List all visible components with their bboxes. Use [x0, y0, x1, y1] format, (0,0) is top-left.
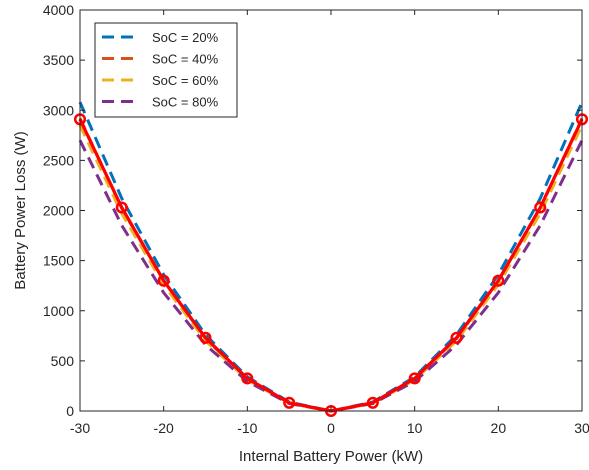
y-tick-label: 3000 — [43, 102, 74, 118]
x-tick-label: -30 — [70, 420, 90, 436]
legend-label: SoC = 80% — [152, 95, 219, 110]
series-4-point — [534, 201, 547, 214]
legend-label: SoC = 20% — [152, 30, 219, 45]
y-tick-label: 3500 — [43, 52, 74, 68]
x-axis-label: Internal Battery Power (kW) — [239, 448, 423, 465]
x-tick-label: -10 — [237, 420, 257, 436]
series-4-point — [450, 331, 463, 344]
series-4-point — [366, 396, 379, 409]
legend: SoC = 20% SoC = 40% SoC = 60% SoC = 80% — [94, 22, 238, 118]
x-tick-label: 0 — [327, 420, 335, 436]
y-axis-label: Battery Power Loss (W) — [12, 131, 29, 289]
y-tick-label: 0 — [66, 403, 74, 419]
series-4-point — [115, 201, 128, 214]
y-tick-label: 4000 — [43, 2, 74, 18]
series-4-point — [283, 396, 296, 409]
y-tick-label: 2000 — [43, 203, 74, 219]
legend-label: SoC = 60% — [152, 73, 219, 88]
y-tick-label: 1000 — [43, 303, 74, 319]
y-tick-label: 2500 — [43, 152, 74, 168]
y-tick-label: 500 — [51, 353, 75, 369]
ticks-layer: -30 -20 -10 0 10 20 30 0 500 1000 1500 2000 2500 3000… — [43, 2, 589, 436]
series-4-point — [408, 372, 421, 385]
series-4-point — [199, 331, 212, 344]
legend-label: SoC = 40% — [152, 52, 219, 67]
series-4-point — [157, 274, 170, 287]
x-tick-label: 10 — [407, 420, 423, 436]
series-4-point — [241, 372, 254, 385]
x-tick-label: -20 — [154, 420, 174, 436]
x-tick-label: 30 — [574, 420, 589, 436]
legend-box — [94, 22, 238, 118]
series-4-point — [492, 274, 505, 287]
x-tick-label: 20 — [491, 420, 507, 436]
y-tick-label: 1500 — [43, 253, 74, 269]
